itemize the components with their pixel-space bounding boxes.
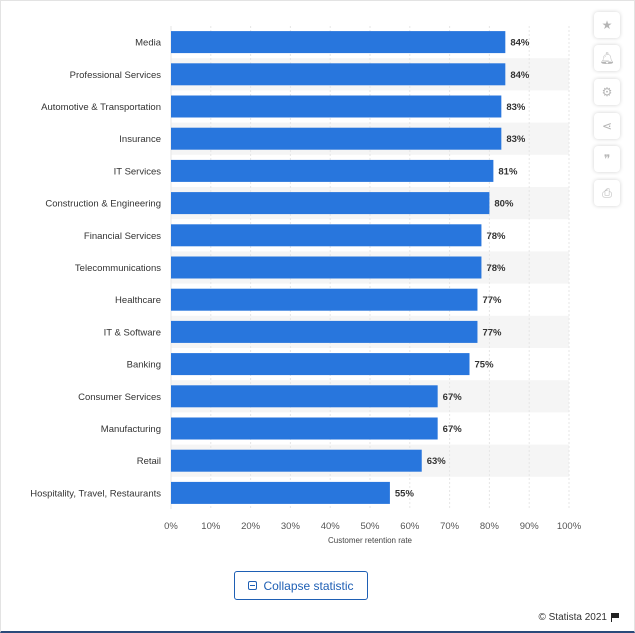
bar[interactable] bbox=[171, 288, 478, 311]
x-tick-label: 30% bbox=[281, 521, 301, 532]
x-tick-label: 50% bbox=[360, 521, 380, 532]
value-label: 63% bbox=[427, 456, 447, 467]
x-tick-label: 40% bbox=[321, 521, 341, 532]
gear-icon[interactable]: ⚙ bbox=[594, 79, 620, 105]
x-axis-title: Customer retention rate bbox=[328, 536, 413, 545]
bell-icon[interactable]: 🔔︎ bbox=[594, 45, 620, 71]
bar[interactable] bbox=[171, 192, 490, 215]
value-label: 77% bbox=[482, 295, 502, 306]
x-tick-label: 60% bbox=[400, 521, 420, 532]
value-label: 84% bbox=[510, 38, 530, 49]
value-label: 83% bbox=[506, 102, 526, 113]
category-label: Hospitality, Travel, Restaurants bbox=[30, 488, 161, 499]
bar[interactable] bbox=[171, 95, 502, 118]
value-label: 75% bbox=[475, 360, 495, 371]
bar[interactable] bbox=[171, 31, 506, 54]
bar[interactable] bbox=[171, 159, 494, 182]
x-tick-label: 70% bbox=[440, 521, 460, 532]
category-label: Automotive & Transportation bbox=[41, 102, 161, 113]
category-label: Telecommunications bbox=[75, 263, 161, 274]
x-tick-label: 0% bbox=[164, 521, 178, 532]
bookmark-star-icon[interactable]: ★ bbox=[594, 12, 620, 38]
value-label: 78% bbox=[486, 263, 506, 274]
category-label: Consumer Services bbox=[78, 392, 161, 403]
x-tick-label: 10% bbox=[201, 521, 221, 532]
value-label: 78% bbox=[486, 231, 506, 242]
value-label: 80% bbox=[494, 199, 514, 210]
category-label: Manufacturing bbox=[101, 424, 161, 435]
collapse-statistic-button[interactable]: Collapse statistic bbox=[234, 571, 368, 600]
print-icon[interactable]: ⎙ bbox=[594, 180, 620, 206]
quote-icon[interactable]: ❞ bbox=[594, 146, 620, 172]
bar[interactable] bbox=[171, 385, 438, 408]
value-label: 67% bbox=[443, 392, 463, 403]
bar[interactable] bbox=[171, 224, 482, 247]
category-label: Financial Services bbox=[84, 231, 161, 242]
collapse-icon bbox=[248, 581, 258, 590]
value-label: 55% bbox=[395, 488, 415, 499]
bar[interactable] bbox=[171, 63, 506, 86]
value-label: 84% bbox=[510, 70, 530, 81]
collapse-label: Collapse statistic bbox=[263, 578, 354, 593]
category-label: Retail bbox=[137, 456, 161, 467]
category-label: Construction & Engineering bbox=[45, 199, 161, 210]
bar[interactable] bbox=[171, 417, 438, 440]
value-label: 81% bbox=[498, 166, 518, 177]
bar[interactable] bbox=[171, 481, 390, 504]
statista-credit[interactable]: © Statista 2021 bbox=[538, 612, 619, 623]
x-tick-label: 100% bbox=[557, 521, 582, 532]
category-label: Healthcare bbox=[115, 295, 161, 306]
category-label: Banking bbox=[127, 360, 161, 371]
flag-icon[interactable] bbox=[611, 613, 619, 622]
x-tick-label: 80% bbox=[480, 521, 500, 532]
bar[interactable] bbox=[171, 256, 482, 279]
value-label: 83% bbox=[506, 134, 526, 145]
category-label: Insurance bbox=[119, 134, 161, 145]
category-label: Professional Services bbox=[70, 70, 162, 81]
bar[interactable] bbox=[171, 127, 502, 150]
credit-text: © Statista 2021 bbox=[538, 612, 607, 623]
value-label: 67% bbox=[443, 424, 463, 435]
category-label: IT Services bbox=[114, 166, 162, 177]
x-tick-label: 90% bbox=[520, 521, 540, 532]
share-icon[interactable]: ⋖ bbox=[594, 113, 620, 139]
category-label: IT & Software bbox=[104, 327, 161, 338]
category-label: Media bbox=[135, 38, 162, 49]
bar[interactable] bbox=[171, 353, 470, 376]
bar[interactable] bbox=[171, 320, 478, 343]
value-label: 77% bbox=[482, 327, 502, 338]
bar[interactable] bbox=[171, 449, 422, 472]
x-tick-label: 20% bbox=[241, 521, 261, 532]
